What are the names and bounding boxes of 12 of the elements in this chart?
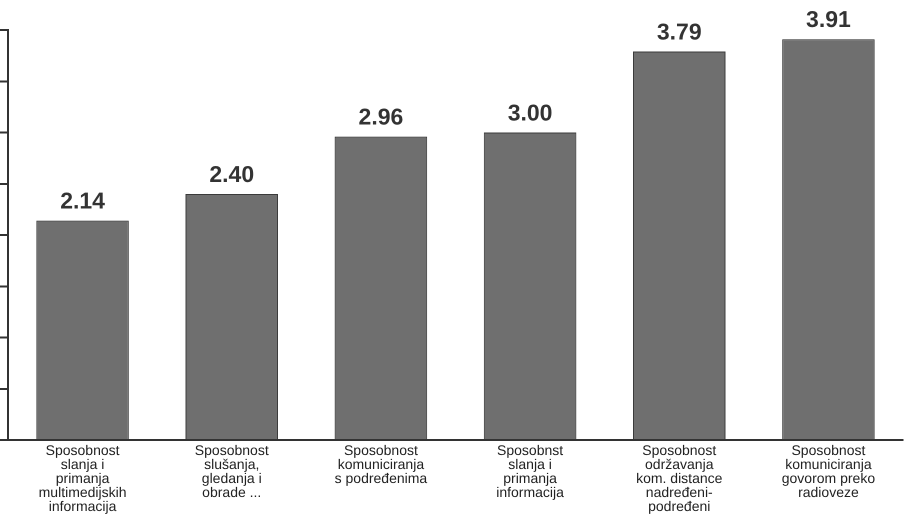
x-tick-label: Sposobnost slanja i primanja multimedijskih informacija [38,442,127,514]
data-label: 2.96 [358,103,404,130]
x-tick-label: Sposobnost komuniciranja s podređenima [334,442,428,486]
data-label: 3.91 [806,6,852,32]
data-label: 3.00 [508,99,552,126]
data-label: 3.79 [656,18,702,44]
x-tick-label: Sposobnost komuniciranja govorom preko radioveze [782,442,876,500]
x-tick-label: Sposobnost održavanja kom. distance nadređeni- podređeni [636,442,723,514]
data-label: 2.40 [209,160,254,187]
x-tick-label: Sposobnost slušanja, gledanja i obrade ... [194,442,269,500]
x-tick-label: Sposobnst slanja i primanja informacija [496,442,564,500]
data-label: 2.14 [60,187,106,214]
